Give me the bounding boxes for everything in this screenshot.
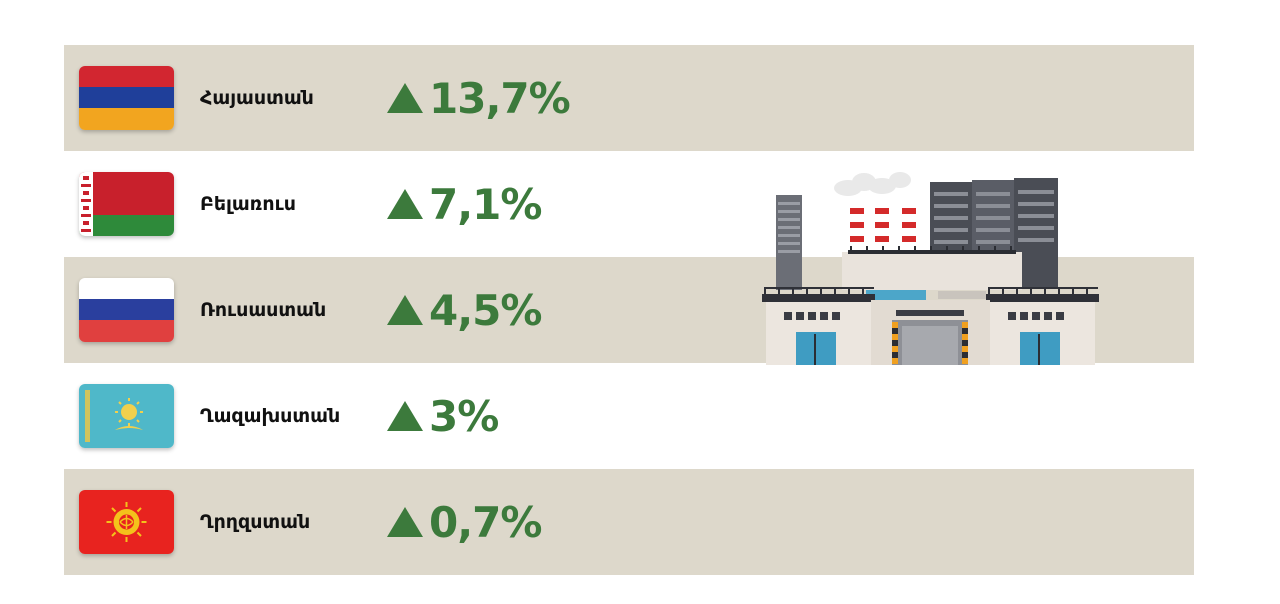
kazakhstan-flag-icon xyxy=(79,384,174,448)
up-triangle-icon xyxy=(387,507,423,537)
country-label: Ղրղզստան xyxy=(200,511,311,533)
table-row: Հայաստան 13,7% xyxy=(64,45,1194,151)
table-row: Ղազախստան 3% xyxy=(64,363,1194,469)
country-label: Հայաստան xyxy=(200,87,314,109)
armenia-flag-icon xyxy=(79,66,174,130)
change-percent: 7,1% xyxy=(429,179,542,229)
country-label: Ղազախստան xyxy=(200,405,341,427)
change-percent: 0,7% xyxy=(429,497,542,547)
up-triangle-icon xyxy=(387,401,423,431)
up-triangle-icon xyxy=(387,83,423,113)
country-label: Ռուսաստան xyxy=(200,299,327,321)
change-value: 7,1% xyxy=(387,151,542,257)
change-percent: 13,7% xyxy=(429,73,571,123)
up-triangle-icon xyxy=(387,189,423,219)
belarus-flag-icon xyxy=(79,172,174,236)
country-label: Բելառուս xyxy=(200,193,296,215)
russia-flag-icon xyxy=(79,278,174,342)
factory-icon xyxy=(758,160,1103,370)
change-percent: 4,5% xyxy=(429,285,542,335)
kyrgyzstan-flag-icon xyxy=(79,490,174,554)
change-value: 0,7% xyxy=(387,469,542,575)
change-value: 4,5% xyxy=(387,257,542,363)
table-row: Ղրղզստան 0,7% xyxy=(64,469,1194,575)
change-value: 3% xyxy=(387,363,499,469)
change-percent: 3% xyxy=(429,391,499,441)
up-triangle-icon xyxy=(387,295,423,325)
change-value: 13,7% xyxy=(387,45,571,151)
